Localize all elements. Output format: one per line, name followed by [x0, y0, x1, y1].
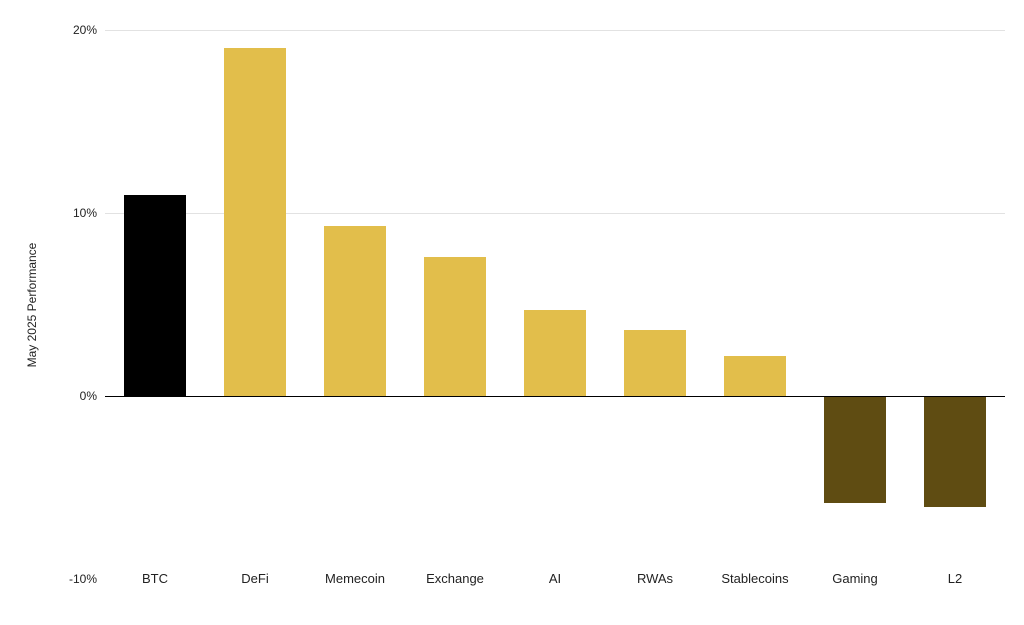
y-tick-label: 20%	[72, 23, 97, 37]
x-category-label: BTC	[142, 571, 168, 586]
x-category-label: L2	[947, 571, 963, 586]
bar-exchange	[424, 256, 486, 396]
y-tick-label: 0%	[79, 389, 97, 403]
bar-l2	[924, 397, 986, 507]
gridline-20	[105, 30, 1005, 31]
x-category-label: DeFi	[241, 571, 269, 586]
x-category-label: RWAs	[636, 571, 674, 586]
y-tick-label: -10%	[68, 572, 97, 586]
bar-defi	[224, 48, 286, 396]
y-tick-label: 10%	[72, 206, 97, 220]
bar-gaming	[824, 397, 886, 504]
y-axis-title: May 2025 Performance	[25, 242, 39, 368]
bar-ai	[524, 309, 586, 396]
x-category-label: AI	[548, 571, 562, 586]
bar-btc	[124, 194, 186, 396]
x-category-label: Memecoin	[325, 571, 385, 586]
x-category-label: Stablecoins	[721, 571, 789, 586]
bar-memecoin	[324, 225, 386, 396]
zero-axis-line	[105, 396, 1005, 397]
gridline-10	[105, 213, 1005, 214]
bar-rwas	[624, 330, 686, 396]
x-category-label: Exchange	[426, 571, 484, 586]
bar-stablecoins	[724, 355, 786, 396]
x-category-label: Gaming	[832, 571, 878, 586]
